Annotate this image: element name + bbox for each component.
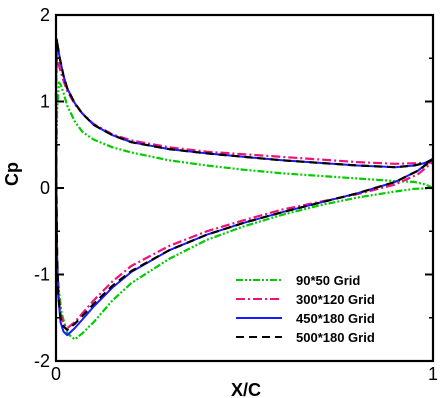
legend: 90*50 Grid 300*120 Grid 450*180 Grid 500*18… <box>236 273 375 345</box>
legend-label-4: 500*180 Grid <box>296 330 375 345</box>
y-tick-label: 1 <box>40 92 50 112</box>
legend-label-2: 300*120 Grid <box>296 292 375 307</box>
x-axis-title: X/C <box>231 380 261 398</box>
ticks-layer: -2 -1 0 1 2 0 1 <box>34 5 438 384</box>
y-tick-label: 2 <box>40 5 50 25</box>
x-tick-label: 1 <box>428 364 438 384</box>
x-tick-label: 0 <box>51 364 61 384</box>
y-tick-label: -2 <box>34 351 50 371</box>
y-tick-label: 0 <box>40 178 50 198</box>
legend-label-3: 450*180 Grid <box>296 311 375 326</box>
y-axis-title: Cp <box>2 162 22 186</box>
y-tick-label: -1 <box>34 265 50 285</box>
legend-label-1: 90*50 Grid <box>296 273 360 288</box>
series-line-1 <box>54 81 434 341</box>
